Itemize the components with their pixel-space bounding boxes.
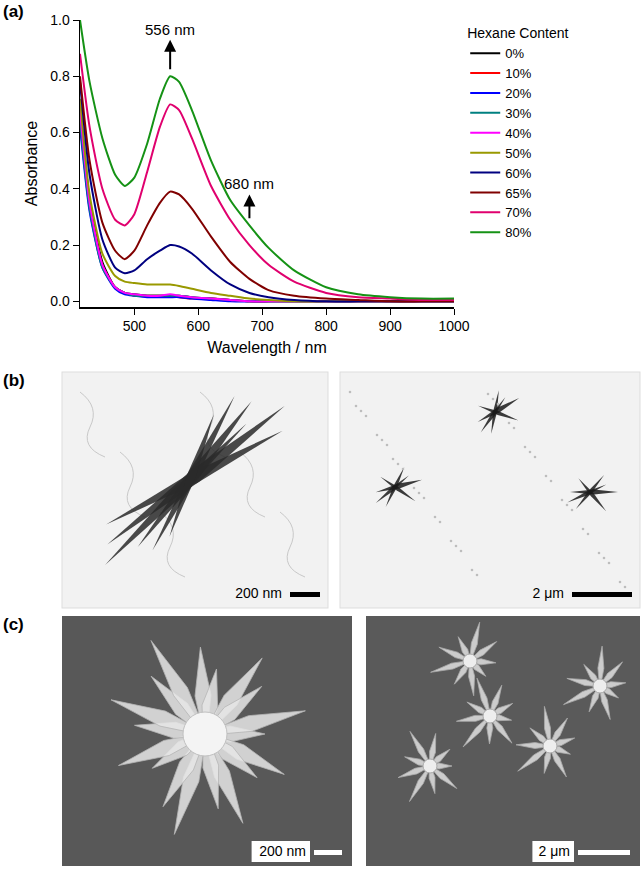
svg-text:Hexane Content: Hexane Content bbox=[467, 25, 568, 41]
svg-text:(b): (b) bbox=[3, 371, 25, 390]
svg-text:65%: 65% bbox=[505, 186, 531, 201]
svg-text:800: 800 bbox=[314, 318, 338, 334]
svg-text:60%: 60% bbox=[505, 166, 531, 181]
svg-text:700: 700 bbox=[251, 318, 275, 334]
svg-text:900: 900 bbox=[378, 318, 402, 334]
svg-text:20%: 20% bbox=[505, 86, 531, 101]
svg-text:556 nm: 556 nm bbox=[145, 21, 195, 38]
svg-text:30%: 30% bbox=[505, 106, 531, 121]
svg-text:1000: 1000 bbox=[438, 318, 469, 334]
svg-text:200 nm: 200 nm bbox=[235, 585, 282, 601]
svg-text:40%: 40% bbox=[505, 126, 531, 141]
svg-text:0.4: 0.4 bbox=[50, 181, 70, 197]
svg-text:0.0: 0.0 bbox=[50, 293, 70, 309]
svg-text:0%: 0% bbox=[505, 46, 524, 61]
svg-text:0.8: 0.8 bbox=[50, 68, 70, 84]
svg-text:70%: 70% bbox=[505, 205, 531, 220]
html-text:(a): (a) bbox=[3, 2, 24, 21]
svg-text:(c): (c) bbox=[3, 615, 24, 634]
svg-text:0.6: 0.6 bbox=[50, 124, 70, 140]
svg-text:0.2: 0.2 bbox=[50, 237, 70, 253]
svg-text:2 μm: 2 μm bbox=[533, 585, 564, 601]
svg-text:80%: 80% bbox=[505, 225, 531, 240]
svg-text:Wavelength / nm: Wavelength / nm bbox=[207, 339, 326, 356]
svg-text:50%: 50% bbox=[505, 146, 531, 161]
svg-text:2 μm: 2 μm bbox=[539, 843, 570, 859]
svg-text:200 nm: 200 nm bbox=[259, 843, 306, 859]
svg-text:680 nm: 680 nm bbox=[224, 175, 274, 192]
svg-text:500: 500 bbox=[123, 318, 147, 334]
svg-text:10%: 10% bbox=[505, 66, 531, 81]
svg-text:Absorbance: Absorbance bbox=[23, 121, 40, 206]
svg-text:1.0: 1.0 bbox=[50, 12, 70, 28]
svg-text:600: 600 bbox=[187, 318, 211, 334]
